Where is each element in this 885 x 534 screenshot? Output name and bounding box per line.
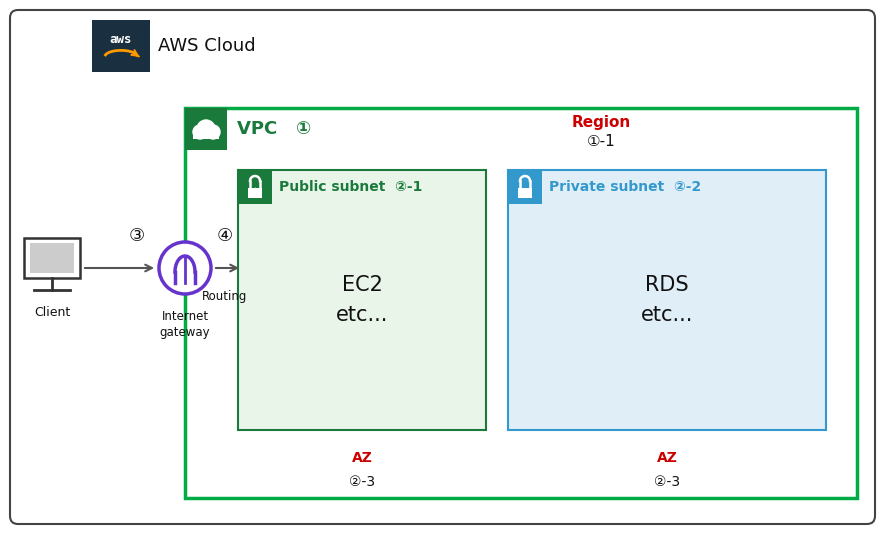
Text: Client: Client bbox=[34, 306, 70, 319]
Text: RDS
etc...: RDS etc... bbox=[641, 275, 693, 325]
Bar bbox=[508, 170, 826, 430]
Bar bbox=[508, 170, 542, 204]
Text: Region: Region bbox=[572, 115, 631, 130]
FancyBboxPatch shape bbox=[10, 10, 875, 524]
Bar bbox=[193, 129, 219, 139]
Circle shape bbox=[206, 125, 220, 139]
Text: AZ: AZ bbox=[657, 451, 677, 465]
Text: ③: ③ bbox=[129, 227, 145, 245]
Circle shape bbox=[193, 125, 207, 139]
Bar bbox=[248, 188, 262, 198]
Text: ②-3: ②-3 bbox=[349, 475, 375, 489]
Text: Private subnet  ②-2: Private subnet ②-2 bbox=[549, 180, 701, 194]
Bar bbox=[185, 108, 227, 150]
Bar bbox=[518, 188, 532, 198]
Text: Routing: Routing bbox=[202, 290, 247, 303]
Bar bbox=[238, 170, 486, 430]
Text: Internet
gateway: Internet gateway bbox=[159, 310, 211, 339]
Circle shape bbox=[197, 120, 215, 138]
Bar bbox=[24, 238, 80, 278]
Text: Public subnet  ②-1: Public subnet ②-1 bbox=[279, 180, 422, 194]
Circle shape bbox=[159, 242, 211, 294]
Bar bbox=[202, 130, 210, 137]
Bar bbox=[30, 243, 74, 273]
Text: AZ: AZ bbox=[351, 451, 373, 465]
Text: ①-1: ①-1 bbox=[588, 134, 616, 148]
Text: AWS Cloud: AWS Cloud bbox=[158, 37, 256, 55]
Text: VPC   ①: VPC ① bbox=[237, 120, 312, 138]
Text: ④: ④ bbox=[217, 227, 233, 245]
Text: aws: aws bbox=[110, 33, 132, 46]
Bar bbox=[238, 170, 272, 204]
Bar bbox=[185, 108, 857, 498]
Text: ②-3: ②-3 bbox=[654, 475, 680, 489]
Text: EC2
etc...: EC2 etc... bbox=[335, 275, 389, 325]
Bar bbox=[92, 20, 150, 72]
